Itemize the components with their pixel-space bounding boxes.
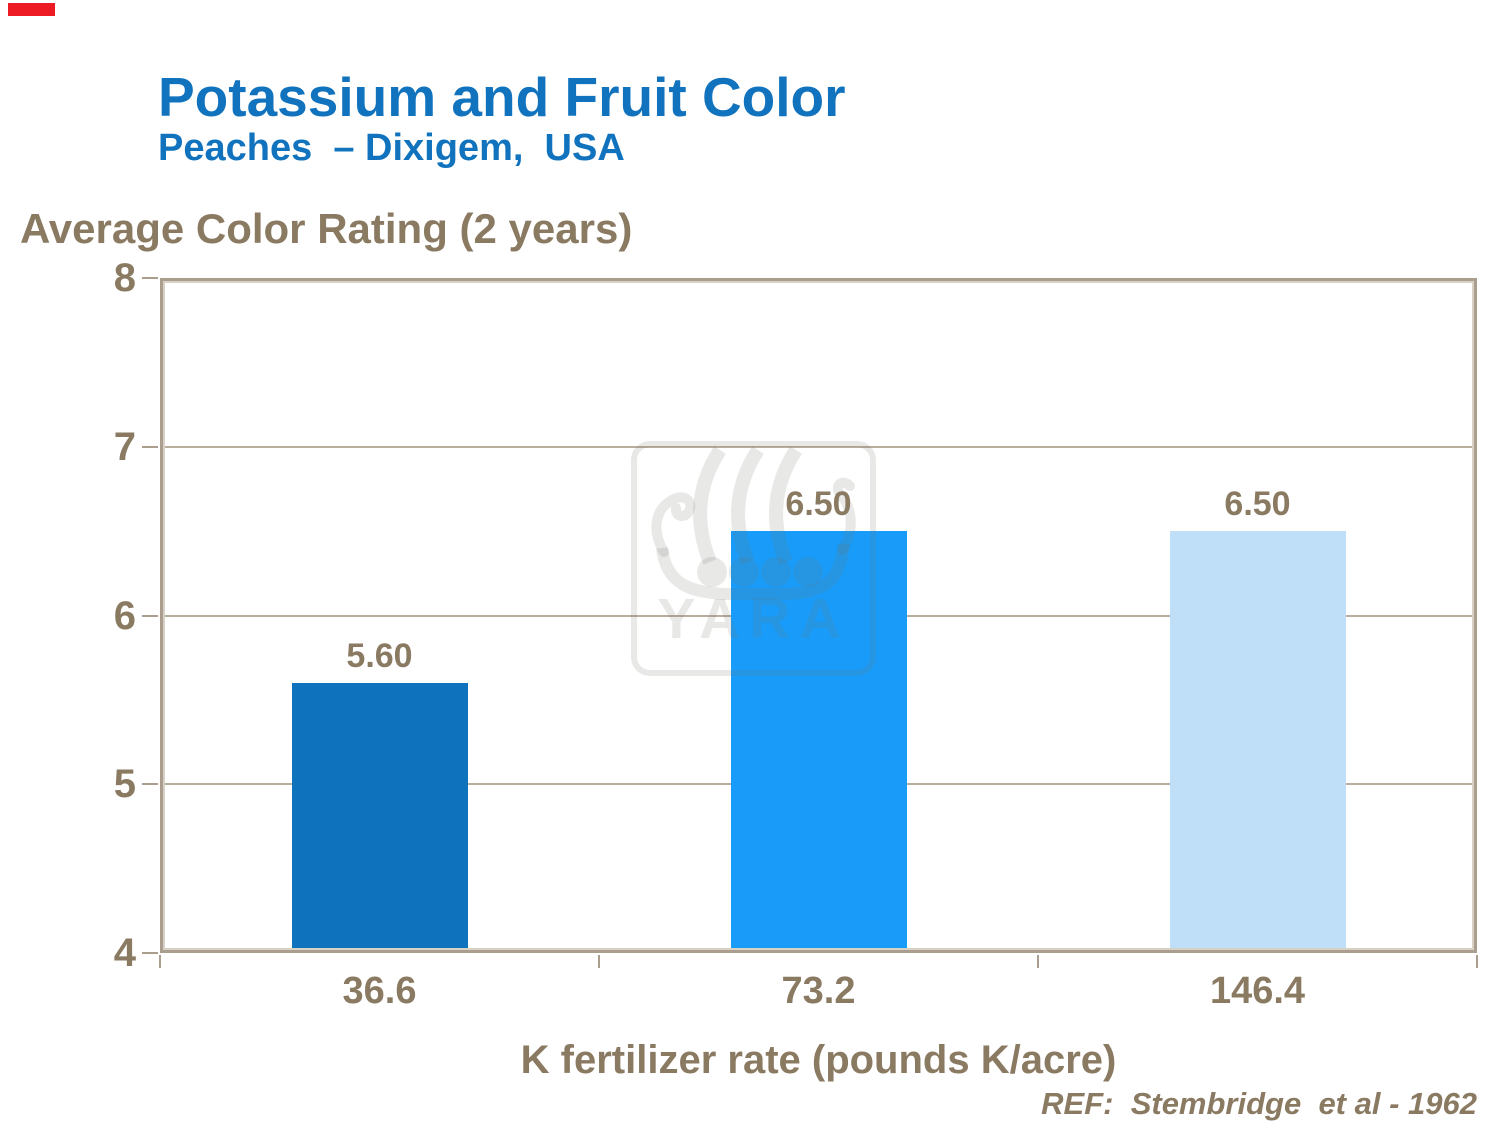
xtick-mark-0 [159, 955, 161, 968]
ytick-label-6: 6 [113, 593, 136, 638]
plot-area: 5.606.506.50 YARA [160, 278, 1477, 953]
ytick-label-8: 8 [113, 256, 136, 300]
red-accent-bar [8, 3, 55, 16]
ytick-mark-8 [142, 277, 158, 279]
y-axis-title: Average Color Rating (2 years) [20, 205, 633, 252]
ytick-mark-5 [142, 783, 158, 786]
ytick-mark-7 [142, 445, 158, 448]
xcat-label-36.6: 36.6 [342, 970, 417, 1012]
xtick-mark-2 [1037, 955, 1039, 968]
ytick-mark-6 [142, 614, 158, 617]
bar-value-label-36.6: 5.60 [346, 637, 413, 675]
bar-36.6 [291, 683, 468, 953]
bar-value-label-73.2: 6.50 [785, 485, 852, 524]
xcat-label-73.2: 73.2 [781, 970, 856, 1012]
x-axis-title: K fertilizer rate (pounds K/acre) [520, 1038, 1117, 1082]
ytick-label-4: 4 [113, 931, 136, 975]
bar-73.2 [730, 531, 907, 953]
reference-text: REF: Stembridge et al - 1962 [1041, 1086, 1477, 1121]
ytick-mark-4 [142, 952, 158, 954]
gridline-y7 [160, 445, 1477, 448]
bar-value-label-146.4: 6.50 [1224, 485, 1291, 524]
bar-146.4 [1169, 531, 1346, 953]
slide-subtitle: Peaches – Dixigem, USA [158, 127, 625, 169]
slide-title: Potassium and Fruit Color [158, 66, 846, 128]
xcat-label-146.4: 146.4 [1209, 970, 1306, 1012]
ytick-label-7: 7 [113, 424, 136, 469]
xtick-mark-3 [1476, 955, 1478, 968]
xtick-mark-1 [598, 955, 600, 968]
ytick-label-5: 5 [113, 762, 136, 807]
